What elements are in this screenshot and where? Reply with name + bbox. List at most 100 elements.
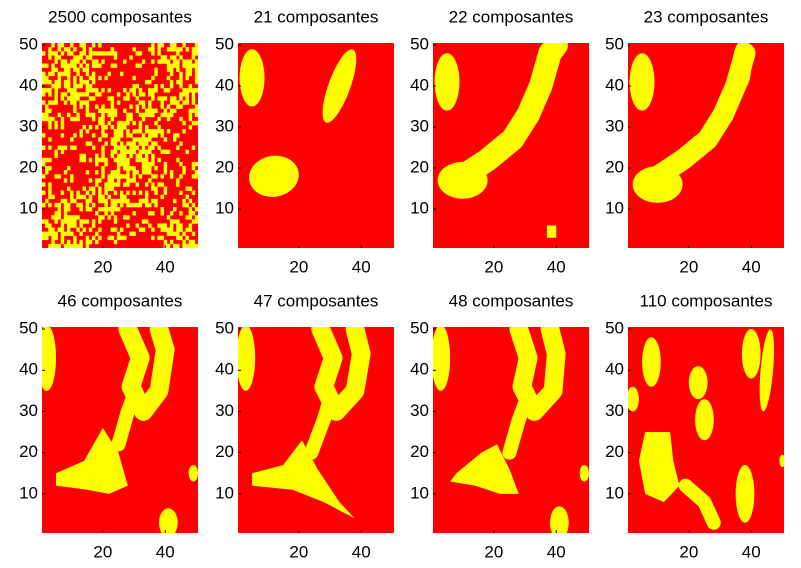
blob xyxy=(550,506,569,533)
pixel xyxy=(179,161,183,167)
blob xyxy=(732,43,752,91)
pixel xyxy=(144,161,149,167)
pixel xyxy=(116,231,121,236)
pixel xyxy=(98,198,102,204)
pixel xyxy=(91,88,96,93)
pixel xyxy=(148,211,152,216)
pixel xyxy=(151,145,155,150)
pixel xyxy=(191,145,196,150)
pixel xyxy=(126,133,130,138)
pixel xyxy=(179,92,183,97)
pixel xyxy=(54,125,58,130)
blob xyxy=(311,327,371,421)
pixel xyxy=(104,133,108,138)
pixel xyxy=(163,161,168,167)
pixel xyxy=(88,207,93,212)
pixel xyxy=(48,157,52,163)
panel-title: 22 composantes xyxy=(449,7,574,26)
pixel xyxy=(79,75,83,81)
pixel xyxy=(54,219,58,224)
y-tick-label: 30 xyxy=(215,117,234,136)
pixel xyxy=(85,243,90,248)
pixel xyxy=(79,43,83,48)
pixel xyxy=(45,166,49,171)
pixel xyxy=(110,170,115,175)
pixel xyxy=(141,166,146,171)
y-tick-label: 10 xyxy=(410,483,429,502)
pixel xyxy=(73,104,77,109)
pixel xyxy=(120,149,124,154)
pixel xyxy=(135,157,140,163)
pixel xyxy=(63,243,68,248)
pixel xyxy=(98,92,102,97)
pixel xyxy=(123,120,127,126)
pixel xyxy=(126,96,130,101)
pixel xyxy=(179,84,183,89)
pixel xyxy=(63,211,68,216)
x-tick-label: 20 xyxy=(289,257,308,276)
pixel xyxy=(151,153,155,159)
pixel xyxy=(42,75,46,81)
pixel xyxy=(132,190,136,195)
pixel xyxy=(116,120,121,126)
pixel xyxy=(110,96,115,101)
pixel xyxy=(160,182,164,187)
blob xyxy=(688,366,708,400)
pixel xyxy=(48,92,52,97)
pixel xyxy=(148,108,152,113)
image-content xyxy=(434,43,568,238)
pixel xyxy=(160,235,164,241)
pixel xyxy=(42,219,46,224)
pixel xyxy=(144,198,149,204)
pixel xyxy=(101,149,105,154)
pixel xyxy=(82,227,86,232)
y-tick-label: 10 xyxy=(605,483,624,502)
pixel xyxy=(132,211,136,216)
pixel xyxy=(123,182,127,187)
pixel xyxy=(101,104,105,109)
pixel xyxy=(66,88,71,93)
pixel xyxy=(73,198,77,204)
pixel xyxy=(176,231,180,236)
pixel xyxy=(126,174,130,179)
pixel xyxy=(160,223,164,228)
x-tick-label: 40 xyxy=(352,257,371,276)
pixel xyxy=(191,51,196,56)
pixel xyxy=(194,47,198,52)
pixel xyxy=(79,207,83,212)
pixel xyxy=(45,219,49,224)
y-tick-label: 40 xyxy=(605,360,624,379)
pixel xyxy=(160,100,164,105)
pixel xyxy=(144,129,149,134)
pixel xyxy=(176,67,180,72)
pixel xyxy=(141,149,146,154)
pixel xyxy=(141,227,146,232)
pixel xyxy=(57,243,62,248)
pixel xyxy=(73,243,77,248)
pixel xyxy=(85,63,90,68)
pixel xyxy=(110,149,115,154)
pixel xyxy=(91,112,96,118)
pixel xyxy=(141,170,146,175)
panel-title: 48 composantes xyxy=(449,291,574,310)
y-tick-label: 40 xyxy=(19,360,38,379)
y-tick-label: 20 xyxy=(605,158,624,177)
pixel xyxy=(110,100,115,105)
pixel xyxy=(57,215,62,220)
pixel xyxy=(48,243,52,248)
pixel xyxy=(85,190,90,195)
x-tick-label: 20 xyxy=(679,542,698,561)
pixel xyxy=(85,207,90,212)
pixel xyxy=(79,79,83,85)
pixel xyxy=(144,141,149,146)
pixel xyxy=(42,112,46,118)
pixel xyxy=(176,178,180,183)
pixel xyxy=(113,133,118,138)
pixel xyxy=(70,145,74,150)
pixel xyxy=(48,227,52,232)
pixel xyxy=(85,88,90,93)
pixel xyxy=(132,75,136,81)
pixel xyxy=(182,243,186,248)
pixel xyxy=(123,194,127,200)
pixel xyxy=(120,227,124,232)
